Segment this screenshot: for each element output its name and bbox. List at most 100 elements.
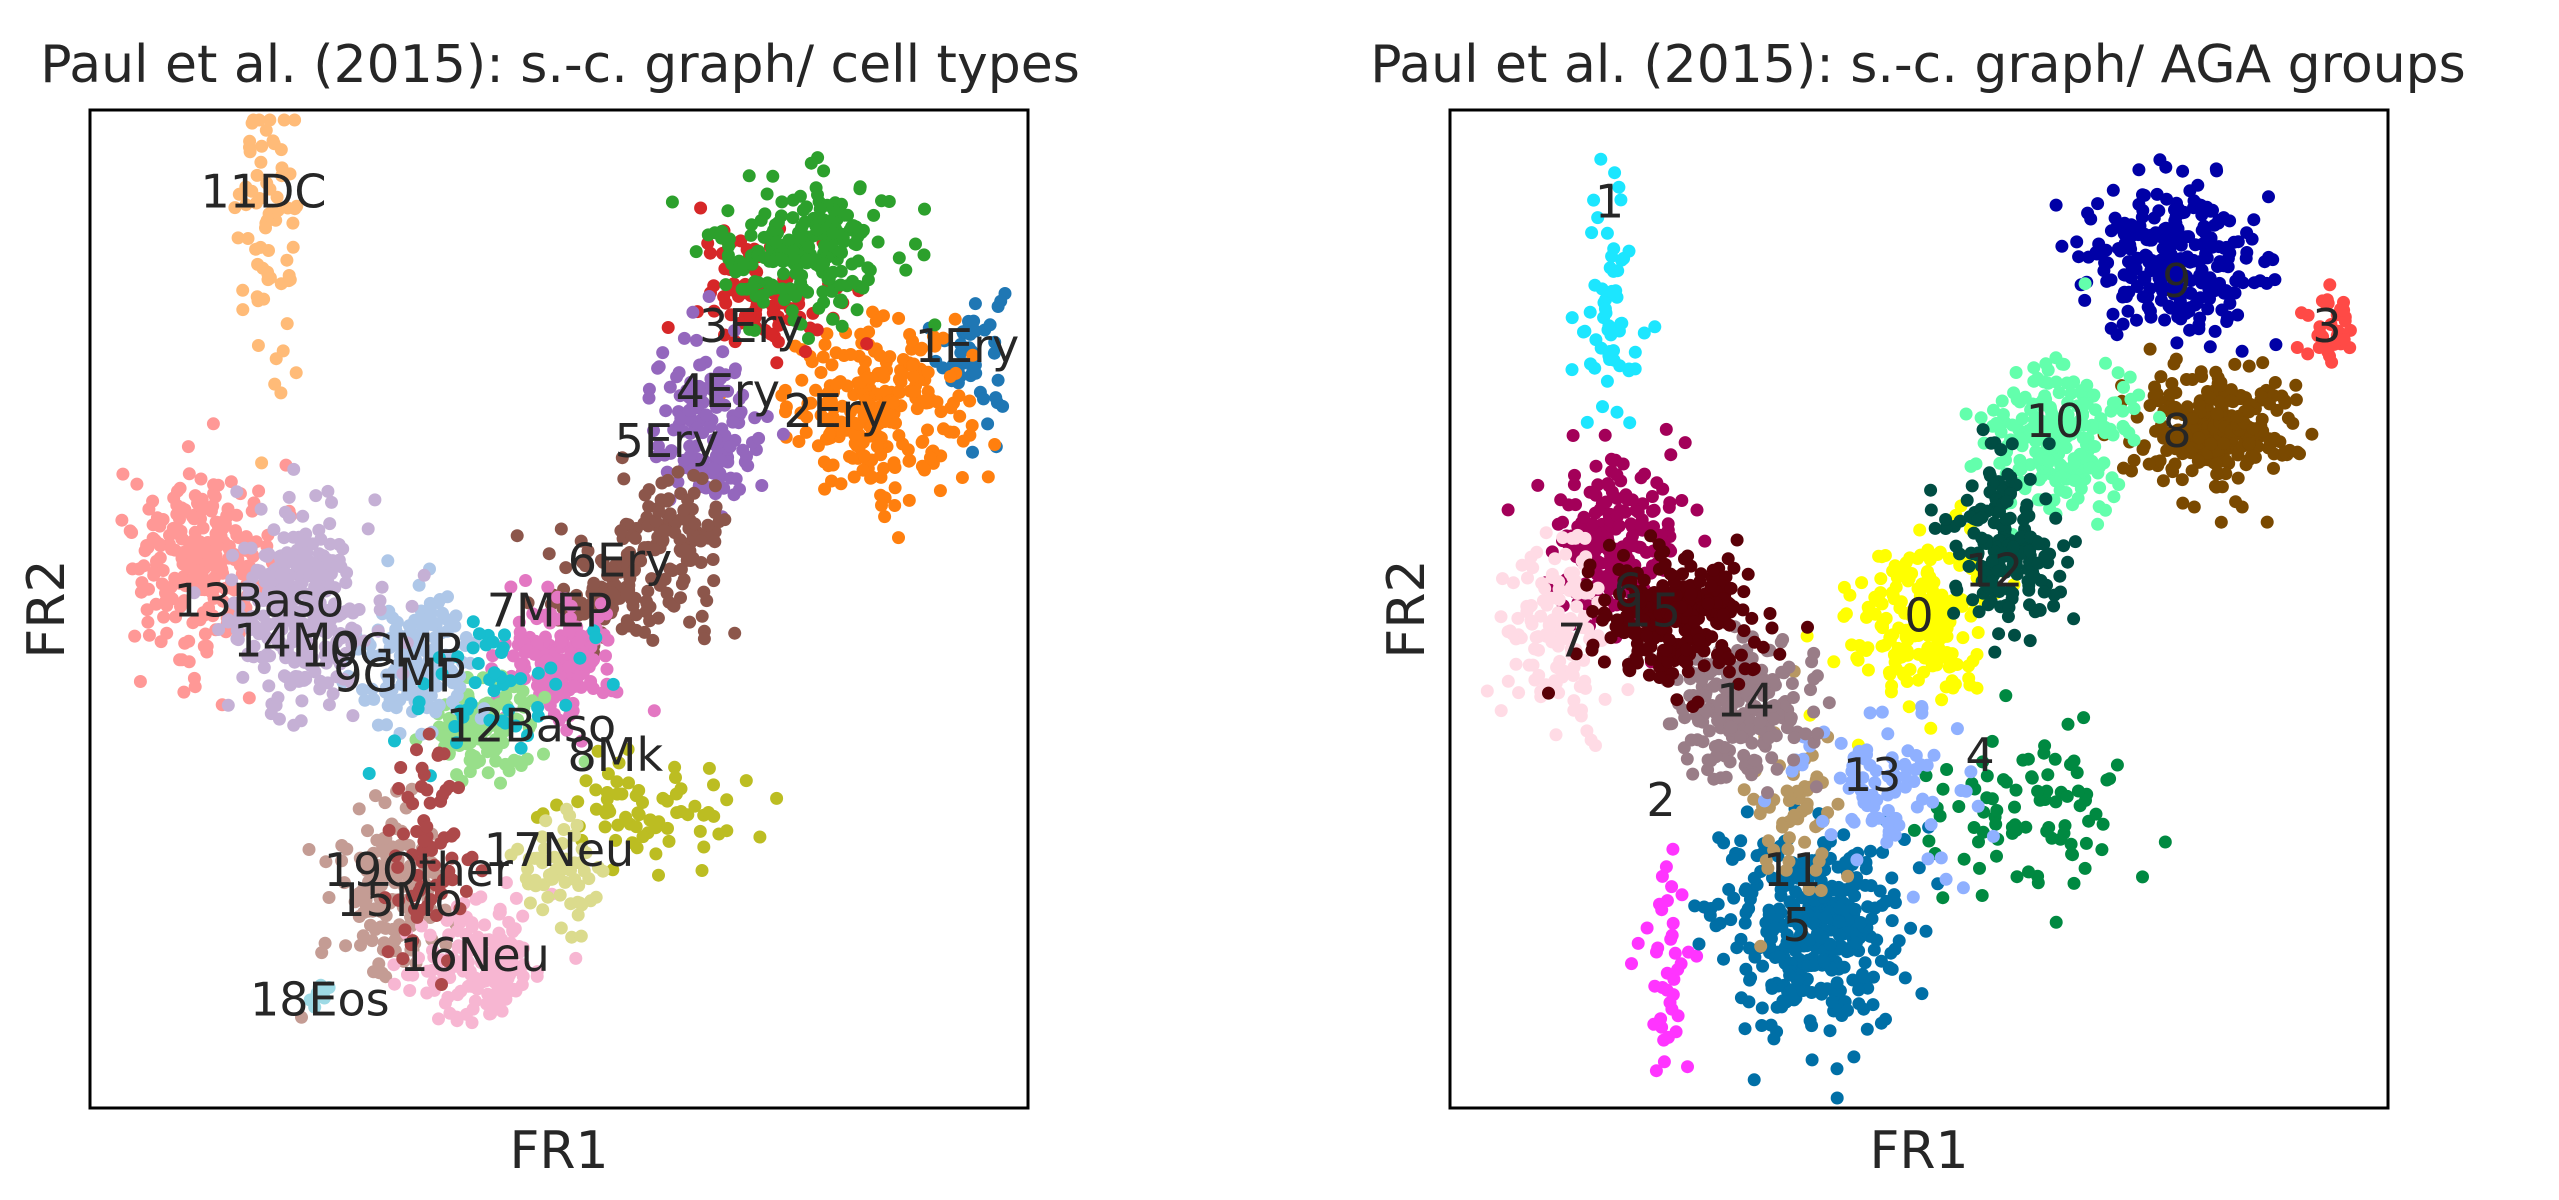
scatter-point	[1539, 526, 1553, 540]
cluster-label: 16Neu	[399, 928, 549, 982]
scatter-point	[1820, 982, 1834, 996]
scatter-point	[802, 240, 816, 254]
scatter-point	[903, 328, 917, 341]
scatter-point	[1921, 852, 1935, 866]
scatter-point	[584, 675, 598, 688]
scatter-point	[1841, 1003, 1854, 1017]
scatter-point	[1598, 302, 1612, 316]
scatter-point	[238, 541, 252, 555]
scatter-point	[834, 278, 848, 292]
scatter-point	[2038, 549, 2052, 563]
scatter-point	[1922, 834, 1936, 848]
scatter-point	[697, 632, 711, 646]
scatter-point	[1956, 881, 1970, 895]
scatter-point	[1659, 422, 1673, 436]
scatter-point	[2064, 837, 2078, 851]
scatter-point	[378, 796, 392, 810]
scatter-point	[878, 384, 892, 398]
scatter-point	[560, 723, 574, 737]
scatter-point	[1531, 478, 1545, 492]
scatter-point	[2144, 264, 2158, 278]
scatter-point	[1649, 1064, 1663, 1078]
scatter-point	[326, 687, 340, 701]
scatter-point	[683, 615, 697, 629]
scatter-point	[1874, 572, 1888, 586]
cluster-label: 3Ery	[699, 299, 803, 353]
scatter-point	[466, 615, 480, 629]
scatter-point	[722, 252, 736, 266]
scatter-point	[2008, 800, 2021, 814]
scatter-point	[948, 312, 962, 326]
scatter-point	[1889, 811, 1903, 825]
scatter-point	[115, 513, 129, 527]
scatter-point	[1675, 888, 1689, 902]
scatter-point	[356, 683, 369, 697]
scatter-point	[652, 868, 665, 882]
scatter-point	[638, 488, 652, 502]
scatter-point	[865, 470, 879, 484]
scatter-point	[1839, 855, 1852, 869]
scatter-point	[614, 524, 628, 538]
scatter-point	[2192, 431, 2206, 445]
scatter-point	[856, 463, 870, 477]
scatter-point	[701, 518, 715, 532]
scatter-point	[716, 345, 730, 359]
scatter-point	[1787, 808, 1801, 822]
cluster-label: 11DC	[200, 164, 326, 218]
scatter-point	[1860, 1022, 1874, 1036]
scatter-point	[694, 201, 708, 215]
scatter-point	[201, 575, 215, 589]
y-axis-label: FR2	[17, 559, 77, 658]
scatter-point	[2071, 784, 2085, 798]
scatter-point	[142, 628, 156, 642]
scatter-point	[649, 450, 663, 464]
scatter-point	[617, 472, 631, 486]
scatter-point	[549, 677, 563, 691]
scatter-point	[809, 181, 823, 195]
scatter-point	[1675, 494, 1689, 507]
scatter-point	[981, 470, 995, 484]
scatter-point	[645, 572, 659, 586]
scatter-point	[227, 596, 241, 610]
scatter-point	[495, 714, 509, 728]
scatter-point	[2260, 515, 2274, 529]
scatter-point	[707, 574, 721, 588]
cluster-label: 4Ery	[676, 364, 780, 418]
scatter-point	[587, 653, 601, 667]
scatter-point	[671, 465, 685, 479]
scatter-point	[321, 645, 335, 659]
scatter-point	[2230, 410, 2244, 424]
scatter-point	[2132, 163, 2146, 177]
scatter-point	[1640, 921, 1654, 935]
scatter-point	[2068, 474, 2082, 487]
scatter-point	[198, 627, 212, 641]
scatter-point	[712, 827, 726, 841]
scatter-point	[1939, 872, 1953, 886]
scatter-point	[575, 898, 589, 912]
scatter-point	[790, 263, 804, 277]
scatter-point	[1865, 814, 1879, 828]
scatter-point	[1651, 941, 1665, 955]
scatter-point	[2088, 440, 2102, 453]
scatter-point	[1874, 586, 1887, 600]
scatter-point	[2256, 356, 2270, 370]
scatter-point	[1848, 902, 1862, 916]
scatter-point	[2195, 223, 2209, 237]
scatter-point	[446, 695, 459, 709]
scatter-point	[846, 219, 860, 233]
scatter-point	[1598, 428, 1612, 442]
scatter-point	[2278, 445, 2292, 459]
scatter-point	[717, 290, 731, 304]
scatter-point	[402, 619, 416, 633]
scatter-point	[771, 216, 785, 229]
scatter-point	[2278, 396, 2292, 410]
scatter-point	[769, 235, 783, 249]
scatter-point	[239, 530, 253, 544]
scatter-point	[2058, 819, 2072, 833]
scatter-point	[261, 265, 274, 279]
scatter-point	[242, 691, 256, 705]
scatter-point	[2116, 404, 2130, 418]
scatter-point	[830, 377, 844, 391]
scatter-point	[1543, 616, 1557, 630]
scatter-point	[2047, 599, 2061, 613]
